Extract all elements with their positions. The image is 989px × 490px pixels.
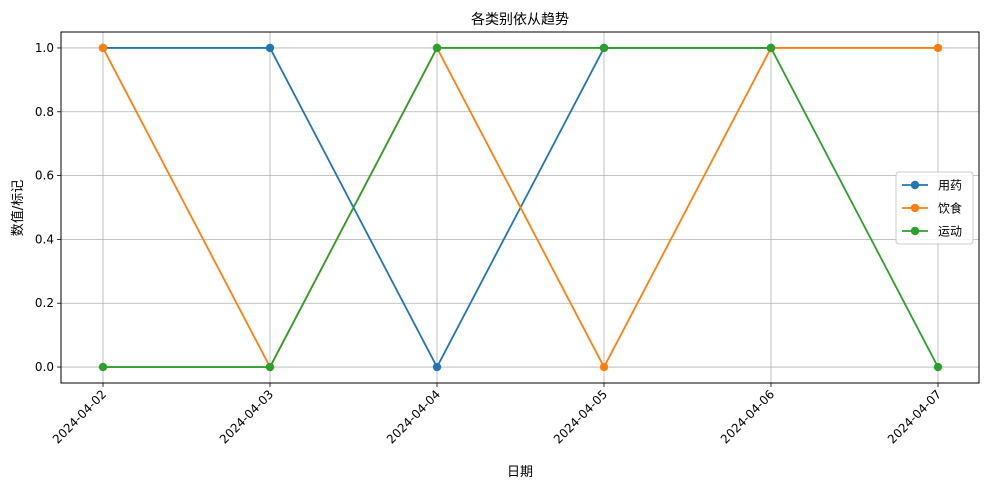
y-tick-label: 0.4 [35, 232, 54, 246]
data-point [265, 43, 275, 53]
data-point [98, 362, 108, 372]
data-point [98, 43, 108, 53]
x-axis-title: 日期 [507, 465, 533, 480]
legend-label: 饮食 [938, 201, 962, 216]
y-tick-label: 0.8 [35, 105, 54, 119]
series-line [102, 46, 938, 369]
legend-box [895, 171, 974, 245]
legend-label: 运动 [938, 225, 962, 239]
y-tick-label: 0.6 [35, 169, 54, 183]
data-point [432, 43, 442, 53]
y-tick-label: 0.0 [35, 360, 54, 374]
y-tick-label: 1.0 [35, 41, 54, 55]
plot-frame [60, 31, 980, 384]
data-point [933, 43, 943, 53]
legend-marker [910, 226, 920, 236]
legend-marker [910, 203, 920, 213]
legend-label: 用药 [938, 179, 962, 193]
series-line [103, 47, 939, 368]
data-point [599, 362, 609, 372]
data-point [766, 43, 776, 53]
data-point [599, 43, 609, 53]
y-axis-title: 数值/标记 [10, 180, 26, 236]
y-tick-label: 0.2 [35, 296, 54, 310]
series-layer [98, 43, 943, 372]
data-point [933, 362, 943, 372]
data-point [432, 362, 442, 372]
data-point [265, 362, 275, 372]
chart-title: 各类别依从趋势 [471, 12, 569, 28]
legend-marker [910, 180, 920, 190]
